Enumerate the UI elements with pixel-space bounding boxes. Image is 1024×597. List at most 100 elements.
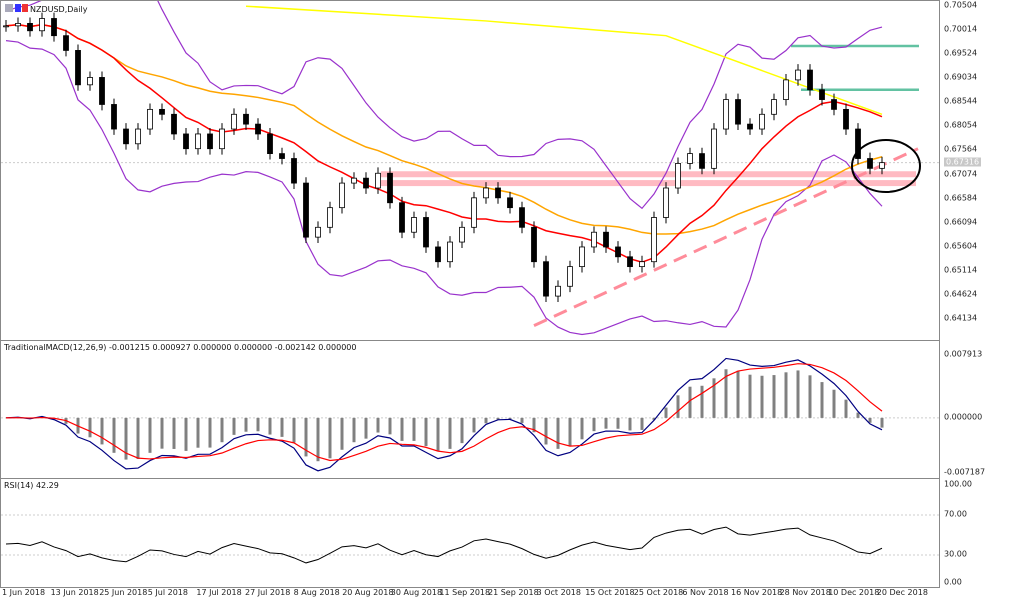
date-label: 1 Jun 2018: [2, 588, 46, 597]
candle-body: [711, 128, 717, 169]
macd-histogram-bar: [136, 417, 140, 459]
macd-pane[interactable]: TraditionalMACD(12,26,9) -0.001215 0.000…: [0, 340, 941, 479]
candle-body: [339, 182, 345, 209]
buy-icon: [15, 4, 21, 12]
macd-histogram-bar: [124, 417, 128, 460]
macd-histogram-bar: [616, 417, 620, 429]
candle-body: [159, 108, 165, 115]
macd-histogram-bar: [196, 417, 200, 448]
candle-body: [507, 197, 513, 209]
candle-body: [171, 113, 177, 135]
date-label: 8 Aug 2018: [293, 588, 340, 597]
candle-body: [351, 177, 357, 184]
price-tick: 0.66094: [944, 217, 978, 227]
support-zone: [381, 180, 916, 187]
macd-histogram-bar: [328, 417, 332, 459]
macd-histogram-bar: [436, 417, 440, 452]
macd-histogram-bar: [688, 386, 692, 418]
macd-histogram-bar: [520, 417, 524, 423]
macd-histogram-bar: [772, 375, 776, 418]
macd-histogram-bar: [784, 372, 788, 418]
date-label: 21 Sep 2018: [488, 588, 539, 597]
macd-histogram-bar: [808, 375, 812, 418]
rsi-pane[interactable]: RSI(14) 42.29: [0, 478, 941, 588]
candle-body: [315, 226, 321, 238]
price-pane[interactable]: NZDUSD,Daily: [0, 0, 941, 341]
candle-body: [435, 246, 441, 263]
macd-histogram-bar: [484, 417, 488, 424]
ma-fast-line: [5, 23, 883, 263]
candle-body: [123, 128, 129, 145]
rsi-label: RSI(14) 42.29: [4, 481, 59, 490]
macd-histogram-bar: [796, 370, 800, 418]
date-label: 30 Aug 2018: [390, 588, 443, 597]
macd-histogram-bar: [652, 417, 656, 420]
candle-body: [447, 241, 453, 263]
candle-body: [591, 231, 597, 248]
macd-histogram-bar: [424, 417, 428, 447]
macd-label: TraditionalMACD(12,26,9) -0.001215 0.000…: [4, 343, 357, 352]
macd-histogram-bar: [376, 417, 380, 433]
macd-tick: 0.007913: [944, 349, 983, 359]
candle-body: [63, 35, 69, 51]
macd-histogram-bar: [280, 417, 284, 437]
macd-histogram-bar: [352, 417, 356, 443]
candle-body: [855, 128, 861, 159]
macd-histogram-bar: [700, 385, 704, 418]
sell-icon: [22, 4, 28, 12]
macd-histogram-bar: [724, 369, 728, 418]
candle-body: [291, 158, 297, 184]
macd-histogram-bar: [208, 417, 212, 448]
macd-histogram-bar: [496, 417, 500, 420]
date-label: 16 Nov 2018: [731, 588, 783, 597]
date-label: 15 Oct 2018: [585, 588, 635, 597]
macd-histogram-bar: [172, 417, 176, 449]
macd-histogram-bar: [604, 417, 608, 429]
date-label: 5 Jul 2018: [147, 588, 188, 597]
price-tick: 0.64134: [944, 313, 978, 323]
candle-body: [303, 182, 309, 238]
candle-body: [603, 231, 609, 248]
candle-body: [531, 226, 537, 263]
candle-body: [183, 133, 189, 150]
candle-body: [771, 99, 777, 115]
candle-body: [51, 18, 57, 37]
macd-histogram-bar: [820, 382, 824, 418]
candle-body: [867, 158, 873, 169]
date-label: 20 Dec 2018: [876, 588, 928, 597]
candle-body: [723, 99, 729, 130]
candle-body: [15, 22, 21, 27]
candle-body: [27, 22, 33, 32]
price-tick: 0.68054: [944, 120, 978, 130]
candle-body: [411, 217, 417, 233]
candle-body: [807, 69, 813, 91]
date-label: 17 Jul 2018: [196, 588, 242, 597]
candle-body: [219, 128, 225, 150]
date-label: 28 Nov 2018: [779, 588, 831, 597]
candle-body: [675, 163, 681, 189]
price-tick: 0.68544: [944, 96, 978, 106]
macd-histogram-bar: [628, 417, 632, 431]
symbol-text: NZDUSD,Daily: [30, 5, 88, 14]
candle-body: [327, 207, 333, 228]
candle-body: [843, 108, 849, 130]
macd-histogram-bar: [736, 370, 740, 418]
macd-histogram-bar: [868, 417, 872, 423]
date-label: 11 Sep 2018: [439, 588, 491, 597]
rsi-chart: [1, 514, 941, 564]
macd-histogram-bar: [100, 417, 104, 445]
macd-histogram-bar: [712, 378, 716, 418]
macd-histogram-bar: [664, 407, 668, 418]
candle-body: [543, 261, 549, 297]
date-label: 27 Jul 2018: [245, 588, 291, 597]
ma-long-line: [245, 5, 883, 116]
date-label: 6 Nov 2018: [682, 588, 729, 597]
macd-histogram-bar: [268, 417, 272, 435]
rsi-tick: 30.00: [944, 549, 967, 559]
candle-body: [3, 25, 9, 28]
macd-histogram-bar: [232, 417, 236, 435]
macd-histogram-bar: [88, 417, 92, 438]
date-label: 25 Oct 2018: [633, 588, 684, 597]
candle-body: [387, 172, 393, 204]
macd-histogram-bar: [340, 417, 344, 450]
